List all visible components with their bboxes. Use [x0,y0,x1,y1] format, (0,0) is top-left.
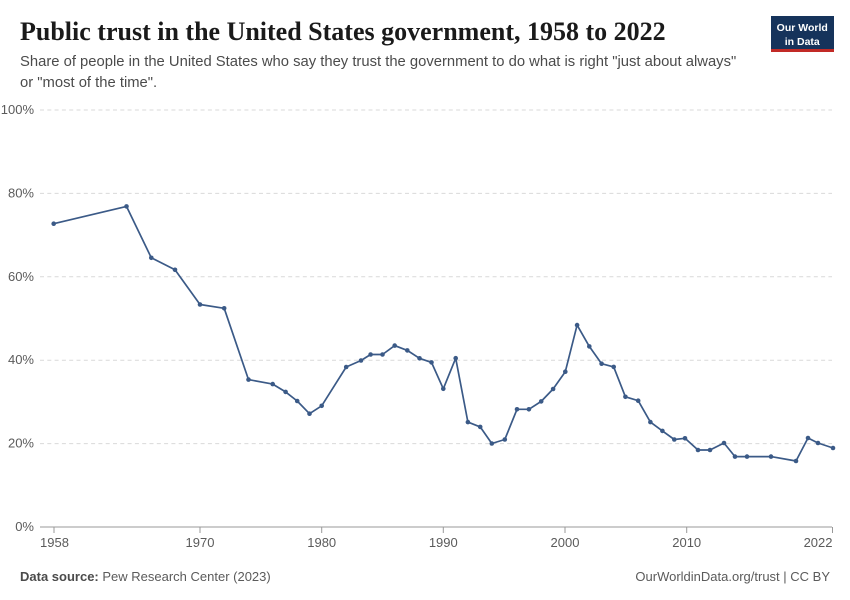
svg-text:2010: 2010 [672,535,701,550]
svg-text:1958: 1958 [40,535,69,550]
svg-text:1970: 1970 [186,535,215,550]
svg-text:2000: 2000 [551,535,580,550]
svg-text:2022: 2022 [804,535,833,550]
svg-text:40%: 40% [8,352,34,367]
svg-text:1990: 1990 [429,535,458,550]
svg-text:0%: 0% [15,519,34,534]
svg-text:60%: 60% [8,269,34,284]
svg-text:20%: 20% [8,436,34,451]
svg-text:80%: 80% [8,185,34,200]
svg-text:1980: 1980 [307,535,336,550]
svg-text:100%: 100% [1,102,35,117]
